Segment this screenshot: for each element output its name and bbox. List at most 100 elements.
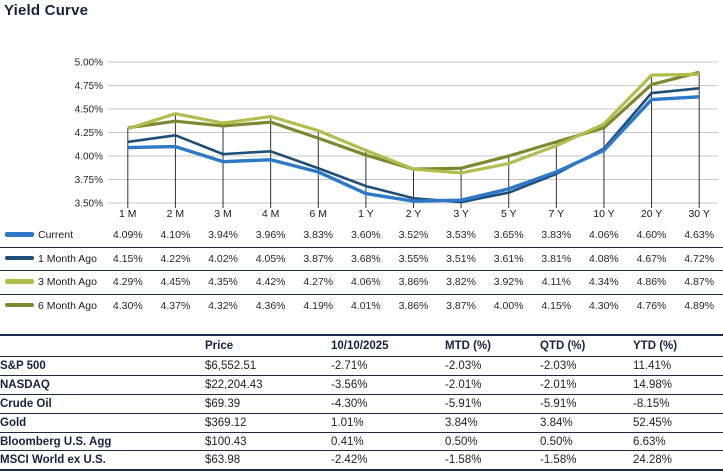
yield-value: 3.86%: [389, 270, 438, 295]
market-cell: 14.98%: [633, 375, 723, 395]
legend-swatch-6-month-ago: [5, 302, 34, 308]
market-cell: $100.43: [205, 432, 331, 452]
page-title: Yield Curve: [4, 2, 89, 19]
yield-value: 4.35%: [199, 270, 247, 295]
x-axis-tick-label: 30 Y: [688, 208, 709, 220]
legend-series-cell: 1 Month Ago: [0, 247, 104, 271]
market-cell: -1.58%: [540, 450, 633, 472]
yield-value: 3.55%: [389, 247, 438, 271]
legend-row-3-month-ago: 3 Month Ago 4.29% 4.45% 4.35% 4.42% 4.27% 4.06…: [0, 270, 723, 295]
yield-value: 4.10%: [151, 224, 200, 248]
yield-value: 4.09%: [104, 224, 152, 248]
market-cell: 0.50%: [540, 432, 633, 452]
series-line-current: [127, 95, 700, 203]
market-row-s-p-500: S&P 500 $6,552.51 -2.71% -2.03% -2.03% 11.41%: [0, 356, 723, 376]
x-axis-tick-label: 10 Y: [593, 208, 614, 220]
market-cell: 1.01%: [331, 413, 445, 433]
yield-value: 4.08%: [580, 247, 628, 271]
series-line-3-month-ago: [127, 72, 700, 175]
yield-value: 4.76%: [636, 299, 667, 312]
yield-value: 3.51%: [437, 247, 485, 271]
market-row-gold: Gold $369.12 1.01% 3.84% 3.84% 52.45%: [0, 413, 723, 433]
legend-series-name: 3 Month Ago: [38, 276, 97, 289]
market-cell: -5.91%: [445, 394, 540, 414]
market-cell: $22,204.43: [205, 375, 331, 395]
yield-value: 4.02%: [199, 247, 247, 271]
x-axis-tick-label: 7 Y: [549, 208, 565, 220]
yield-legend-table: Current 4.09% 4.10% 3.94% 3.96% 3.83% 3.60% 3.5…: [0, 224, 723, 317]
legend-row-current: Current 4.09% 4.10% 3.94% 3.96% 3.83% 3.60% 3.5…: [0, 224, 723, 248]
market-cell: $69.39: [205, 394, 331, 414]
yield-value: 4.72%: [675, 247, 723, 271]
yield-value: 4.63%: [675, 224, 723, 248]
legend-series-name: 6 Month Ago: [38, 299, 97, 312]
market-row-label: MSCI World ex U.S.: [0, 450, 205, 472]
yield-value: 4.22%: [151, 247, 200, 271]
yield-value: 4.15%: [104, 247, 152, 271]
yield-value: 4.67%: [627, 247, 676, 271]
yield-value: 3.65%: [484, 224, 533, 248]
yield-value: 4.19%: [303, 299, 334, 312]
market-row-label: S&P 500: [0, 356, 205, 376]
market-cell: 3.84%: [540, 413, 633, 433]
y-axis-tick-label: 3.75%: [75, 175, 103, 186]
yield-value: 4.42%: [246, 270, 295, 295]
x-axis-tick-label: 20 Y: [641, 208, 662, 220]
market-cell: -2.01%: [540, 375, 633, 395]
yield-value: 3.61%: [484, 247, 533, 271]
market-cell: 24.28%: [633, 450, 723, 472]
market-row-nasdaq: NASDAQ $22,204.43 -3.56% -2.01% -2.01% 14.98%: [0, 375, 723, 395]
yield-value: 3.96%: [246, 224, 295, 248]
yield-value: 4.29%: [104, 270, 152, 295]
market-row-label: Crude Oil: [0, 394, 205, 414]
yield-value: 4.86%: [627, 270, 676, 295]
y-axis-tick-label: 4.75%: [75, 81, 103, 92]
y-axis-tick-label: 4.50%: [75, 105, 103, 116]
yield-value: 4.01%: [350, 299, 381, 312]
yield-value: 4.30%: [112, 299, 143, 312]
x-axis-tick-label: 4 M: [262, 208, 280, 220]
market-row-bloomberg-u-s-agg: Bloomberg U.S. Agg $100.43 0.41% 0.50% 0.50%…: [0, 432, 723, 452]
y-axis-tick-label: 3.50%: [75, 199, 103, 210]
yield-value: 3.83%: [294, 224, 343, 248]
market-cell: -2.42%: [331, 450, 445, 472]
market-cell: $63.98: [205, 450, 331, 472]
legend-swatch-current: [5, 232, 34, 237]
yield-value: 4.06%: [580, 224, 628, 248]
legend-row-6-month-ago: 6 Month Ago 4.30% 4.37% 4.32% 4.36% 4.19% 4.01…: [0, 294, 723, 317]
market-cell: -2.71%: [331, 356, 445, 376]
yield-value: 3.60%: [342, 224, 390, 248]
market-cell: 0.41%: [331, 432, 445, 452]
market-cell: -2.03%: [445, 356, 540, 376]
yield-value: 3.87%: [294, 247, 343, 271]
market-cell: -2.03%: [540, 356, 633, 376]
market-cell: 11.41%: [633, 356, 723, 376]
yield-value: 3.52%: [389, 224, 438, 248]
yield-value: 3.53%: [437, 224, 485, 248]
yield-value: 3.87%: [446, 299, 476, 312]
market-col-header: 10/10/2025: [331, 335, 445, 357]
market-cell: $369.12: [205, 413, 331, 433]
legend-swatch-1-month-ago: [5, 255, 34, 261]
market-row-label: NASDAQ: [0, 375, 205, 395]
x-axis-tick-label: 3 M: [214, 208, 232, 220]
legend-series-name: 1 Month Ago: [38, 252, 97, 265]
x-axis-tick-label: 2 Y: [406, 208, 422, 220]
market-cell: 52.45%: [633, 413, 723, 433]
yield-value: 4.32%: [208, 299, 238, 312]
market-col-header: QTD (%): [540, 335, 633, 357]
yield-value: 3.83%: [532, 224, 581, 248]
yield-value: 3.81%: [532, 247, 581, 271]
market-row-crude-oil: Crude Oil $69.39 -4.30% -5.91% -5.91% -8.15%: [0, 394, 723, 414]
y-axis-tick-label: 4.00%: [75, 152, 103, 163]
yield-value: 4.30%: [589, 299, 619, 312]
yield-value: 4.06%: [342, 270, 390, 295]
yield-value: 4.05%: [246, 247, 295, 271]
market-cell: -8.15%: [633, 394, 723, 414]
market-cell: -3.56%: [331, 375, 445, 395]
market-cell: 6.63%: [633, 432, 723, 452]
legend-series-cell: Current: [0, 224, 104, 248]
yield-value: 4.87%: [675, 270, 723, 295]
market-summary-table: Price 10/10/2025 MTD (%) QTD (%) YTD (%) S&P …: [0, 334, 723, 472]
